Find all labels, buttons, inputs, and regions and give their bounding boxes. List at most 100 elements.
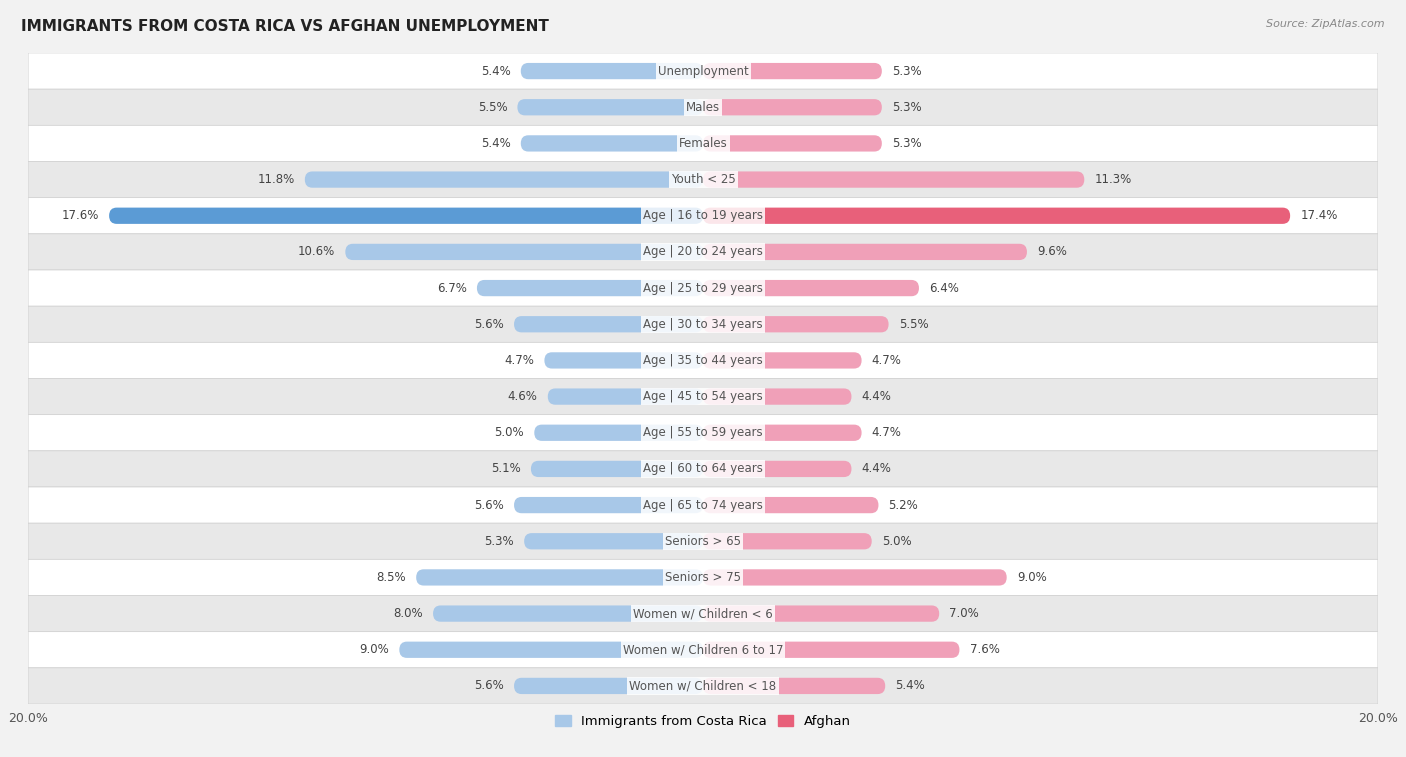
FancyBboxPatch shape (703, 316, 889, 332)
Text: 5.6%: 5.6% (474, 318, 503, 331)
Text: Age | 16 to 19 years: Age | 16 to 19 years (643, 209, 763, 223)
FancyBboxPatch shape (28, 270, 1378, 306)
FancyBboxPatch shape (28, 487, 1378, 523)
FancyBboxPatch shape (28, 342, 1378, 378)
FancyBboxPatch shape (531, 461, 703, 477)
FancyBboxPatch shape (110, 207, 703, 224)
Text: 8.5%: 8.5% (377, 571, 406, 584)
Text: 5.0%: 5.0% (882, 534, 911, 548)
Text: Age | 30 to 34 years: Age | 30 to 34 years (643, 318, 763, 331)
FancyBboxPatch shape (703, 497, 879, 513)
FancyBboxPatch shape (515, 497, 703, 513)
Text: 11.8%: 11.8% (257, 173, 295, 186)
FancyBboxPatch shape (703, 280, 920, 296)
Text: 5.6%: 5.6% (474, 499, 503, 512)
Text: 5.5%: 5.5% (478, 101, 508, 114)
FancyBboxPatch shape (520, 63, 703, 79)
Text: 10.6%: 10.6% (298, 245, 335, 258)
FancyBboxPatch shape (515, 316, 703, 332)
Text: Youth < 25: Youth < 25 (671, 173, 735, 186)
Text: Age | 65 to 74 years: Age | 65 to 74 years (643, 499, 763, 512)
Text: 7.6%: 7.6% (970, 643, 1000, 656)
Text: Males: Males (686, 101, 720, 114)
FancyBboxPatch shape (703, 606, 939, 621)
Text: 4.7%: 4.7% (505, 354, 534, 367)
Text: Women w/ Children < 6: Women w/ Children < 6 (633, 607, 773, 620)
Text: 5.4%: 5.4% (481, 137, 510, 150)
FancyBboxPatch shape (28, 415, 1378, 451)
Text: 6.7%: 6.7% (437, 282, 467, 294)
Text: 11.3%: 11.3% (1094, 173, 1132, 186)
Text: 5.4%: 5.4% (481, 64, 510, 77)
FancyBboxPatch shape (28, 53, 1378, 89)
FancyBboxPatch shape (28, 234, 1378, 270)
FancyBboxPatch shape (520, 136, 703, 151)
Text: 4.7%: 4.7% (872, 354, 901, 367)
FancyBboxPatch shape (548, 388, 703, 405)
Text: Seniors > 65: Seniors > 65 (665, 534, 741, 548)
Text: 4.6%: 4.6% (508, 390, 537, 403)
Text: Unemployment: Unemployment (658, 64, 748, 77)
FancyBboxPatch shape (703, 99, 882, 115)
FancyBboxPatch shape (544, 352, 703, 369)
FancyBboxPatch shape (703, 63, 882, 79)
Text: Age | 55 to 59 years: Age | 55 to 59 years (643, 426, 763, 439)
Text: 5.0%: 5.0% (495, 426, 524, 439)
Text: 5.3%: 5.3% (891, 137, 921, 150)
FancyBboxPatch shape (703, 678, 886, 694)
FancyBboxPatch shape (28, 596, 1378, 631)
Text: IMMIGRANTS FROM COSTA RICA VS AFGHAN UNEMPLOYMENT: IMMIGRANTS FROM COSTA RICA VS AFGHAN UNE… (21, 19, 548, 34)
FancyBboxPatch shape (305, 171, 703, 188)
FancyBboxPatch shape (703, 388, 852, 405)
FancyBboxPatch shape (28, 306, 1378, 342)
Text: 6.4%: 6.4% (929, 282, 959, 294)
FancyBboxPatch shape (28, 559, 1378, 596)
Text: Women w/ Children < 18: Women w/ Children < 18 (630, 680, 776, 693)
FancyBboxPatch shape (703, 569, 1007, 586)
FancyBboxPatch shape (524, 533, 703, 550)
FancyBboxPatch shape (703, 461, 852, 477)
FancyBboxPatch shape (28, 89, 1378, 126)
Text: 5.6%: 5.6% (474, 680, 503, 693)
FancyBboxPatch shape (703, 533, 872, 550)
Text: 5.3%: 5.3% (891, 101, 921, 114)
Text: Women w/ Children 6 to 17: Women w/ Children 6 to 17 (623, 643, 783, 656)
FancyBboxPatch shape (433, 606, 703, 621)
FancyBboxPatch shape (28, 523, 1378, 559)
FancyBboxPatch shape (28, 126, 1378, 161)
Text: Females: Females (679, 137, 727, 150)
Text: 9.6%: 9.6% (1038, 245, 1067, 258)
Text: 7.0%: 7.0% (949, 607, 979, 620)
FancyBboxPatch shape (703, 207, 1291, 224)
FancyBboxPatch shape (399, 642, 703, 658)
FancyBboxPatch shape (534, 425, 703, 441)
Text: Age | 20 to 24 years: Age | 20 to 24 years (643, 245, 763, 258)
Text: 5.5%: 5.5% (898, 318, 928, 331)
Text: 5.4%: 5.4% (896, 680, 925, 693)
Text: 9.0%: 9.0% (1017, 571, 1046, 584)
Text: 17.4%: 17.4% (1301, 209, 1337, 223)
Text: 5.1%: 5.1% (491, 463, 520, 475)
Text: Age | 25 to 29 years: Age | 25 to 29 years (643, 282, 763, 294)
FancyBboxPatch shape (703, 244, 1026, 260)
Text: 4.4%: 4.4% (862, 463, 891, 475)
FancyBboxPatch shape (703, 352, 862, 369)
FancyBboxPatch shape (703, 425, 862, 441)
FancyBboxPatch shape (28, 378, 1378, 415)
Text: 8.0%: 8.0% (394, 607, 423, 620)
Text: Age | 45 to 54 years: Age | 45 to 54 years (643, 390, 763, 403)
Text: Source: ZipAtlas.com: Source: ZipAtlas.com (1267, 19, 1385, 29)
Text: 5.3%: 5.3% (485, 534, 515, 548)
FancyBboxPatch shape (28, 631, 1378, 668)
FancyBboxPatch shape (416, 569, 703, 586)
FancyBboxPatch shape (703, 171, 1084, 188)
Text: 17.6%: 17.6% (62, 209, 98, 223)
FancyBboxPatch shape (28, 451, 1378, 487)
Text: 5.3%: 5.3% (891, 64, 921, 77)
FancyBboxPatch shape (346, 244, 703, 260)
Text: Seniors > 75: Seniors > 75 (665, 571, 741, 584)
FancyBboxPatch shape (28, 668, 1378, 704)
FancyBboxPatch shape (517, 99, 703, 115)
FancyBboxPatch shape (703, 642, 959, 658)
Text: 4.7%: 4.7% (872, 426, 901, 439)
